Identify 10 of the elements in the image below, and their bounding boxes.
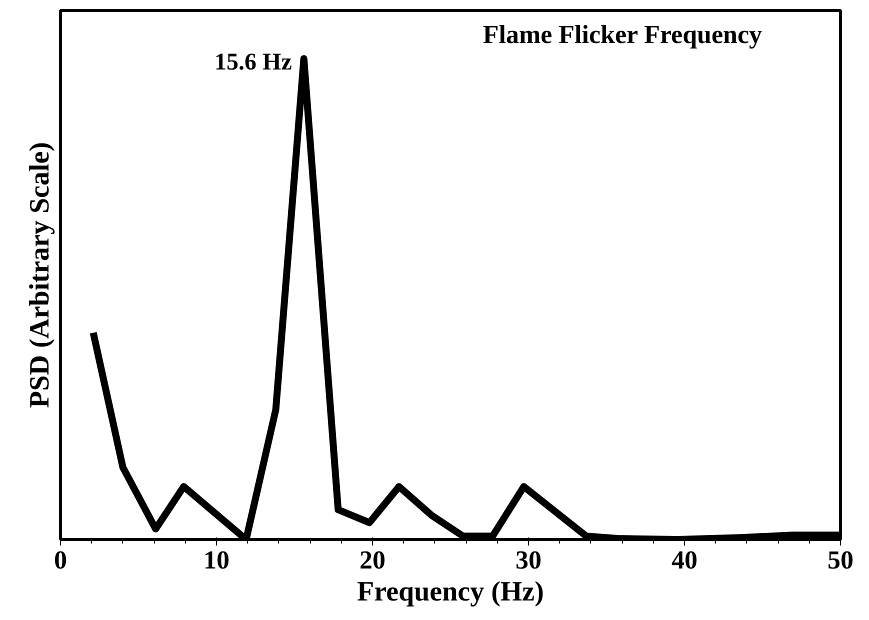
x-tick-label: 40 <box>672 546 698 574</box>
annotation: 15.6 Hz <box>214 50 292 76</box>
y-axis-title: PSD (Arbitrary Scale) <box>24 142 56 408</box>
x-tick-label: 10 <box>204 546 230 574</box>
x-axis-title: Frequency (Hz) <box>357 576 544 608</box>
x-tick-label: 50 <box>828 546 854 574</box>
chart-title: Flame Flicker Frequency <box>482 20 762 49</box>
x-tick-label: 30 <box>516 546 542 574</box>
x-tick-label: 0 <box>54 546 67 574</box>
x-tick-label: 20 <box>360 546 386 574</box>
